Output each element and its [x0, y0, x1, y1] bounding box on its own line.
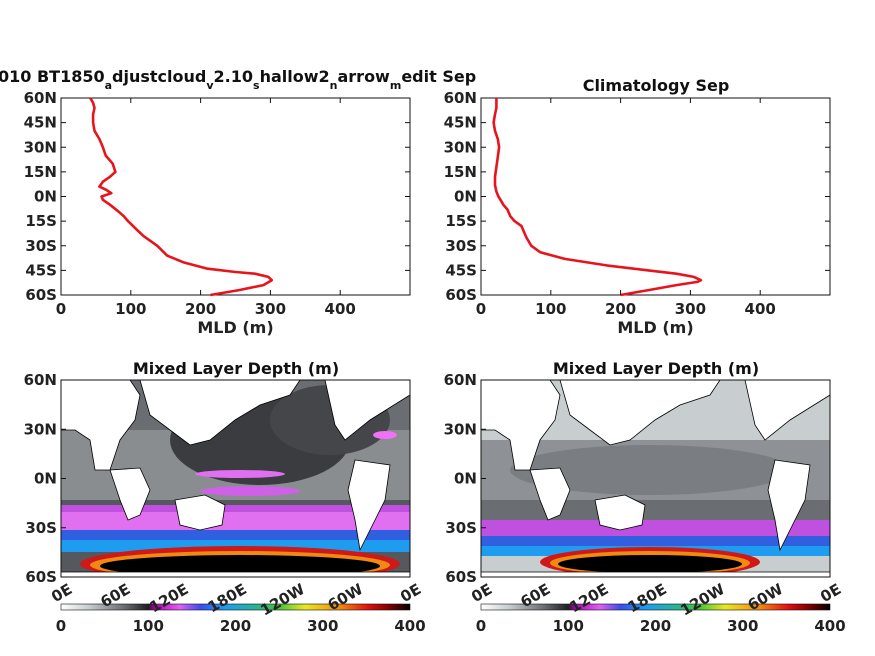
- title-part: v: [206, 79, 214, 92]
- y-tick-label: 30N: [444, 138, 477, 156]
- map-y-tick-label: 60N: [24, 371, 57, 389]
- title-part: arrow: [337, 67, 390, 86]
- map-right-field: [481, 380, 830, 577]
- map-y-tick-label: 30S: [25, 519, 57, 537]
- colorbar-tick-label-left: 200: [220, 617, 251, 635]
- title-part: n: [330, 79, 338, 92]
- colorbar-tick-label-left: 400: [394, 617, 425, 635]
- line-plot-left-axes: [60, 97, 411, 296]
- y-tick-label: 60N: [444, 89, 477, 107]
- map-x-tick-label: 120W: [257, 580, 308, 620]
- colorbar-right: [480, 603, 831, 611]
- line-plot-left-title: 010 BT1850adjustcloudv2.10shallow2narrow…: [0, 67, 476, 92]
- y-tick-label: 60S: [25, 286, 57, 304]
- map-y-tick-label: 60N: [444, 371, 477, 389]
- colorbar-tick-label-left: 0: [56, 617, 66, 635]
- x-tick-label: 200: [185, 300, 216, 318]
- map-x-tick-label: 120E: [567, 580, 612, 616]
- y-tick-label: 15N: [24, 163, 57, 181]
- title-part: hallow2: [260, 67, 330, 86]
- map-x-tick-label: 0E: [397, 580, 424, 606]
- map-y-tick-label: 0N: [454, 470, 477, 488]
- map-x-tick-label: 120E: [147, 580, 192, 616]
- y-tick-label: 30S: [25, 237, 57, 255]
- map-y-tick-label: 30S: [445, 519, 477, 537]
- map-left-field: [61, 380, 410, 577]
- map-y-tick-label: 30N: [444, 420, 477, 438]
- y-tick-label: 15S: [445, 212, 477, 230]
- map-y-tick-label: 30N: [24, 420, 57, 438]
- line-plot-right-axes: [480, 97, 831, 296]
- colorbar-tick-label-right: 200: [640, 617, 671, 635]
- map-x-tick-label: 180E: [625, 580, 670, 616]
- map-x-tick-label: 120W: [677, 580, 728, 620]
- y-tick-label: 30S: [445, 237, 477, 255]
- x-tick-label: 0: [56, 300, 66, 318]
- y-tick-label: 45S: [445, 261, 477, 279]
- y-tick-label: 45S: [25, 261, 57, 279]
- y-tick-label: 60N: [24, 89, 57, 107]
- colorbar-tick-label-left: 300: [307, 617, 338, 635]
- colorbar-tick-label-right: 400: [814, 617, 845, 635]
- colorbar-tick-label-right: 300: [727, 617, 758, 635]
- title-part: a: [105, 79, 112, 92]
- y-tick-label: 15S: [25, 212, 57, 230]
- y-tick-label: 45N: [24, 114, 57, 132]
- y-tick-label: 30N: [24, 138, 57, 156]
- x-axis-label: MLD (m): [197, 318, 273, 337]
- x-tick-label: 300: [675, 300, 706, 318]
- x-tick-label: 100: [115, 300, 146, 318]
- y-tick-label: 15N: [444, 163, 477, 181]
- title-part: 2.10: [214, 67, 253, 86]
- y-tick-label: 45N: [444, 114, 477, 132]
- y-tick-label: 0N: [34, 188, 57, 206]
- title-part: m: [390, 79, 401, 92]
- x-tick-label: 300: [255, 300, 286, 318]
- colorbar-tick-label-right: 100: [553, 617, 584, 635]
- x-axis-label: MLD (m): [617, 318, 693, 337]
- map-left-title: Mixed Layer Depth (m): [133, 359, 339, 378]
- line-plot-right-title: Climatology Sep: [583, 76, 730, 95]
- x-tick-label: 400: [325, 300, 356, 318]
- map-y-tick-label: 0N: [34, 470, 57, 488]
- mld-profile-line-right: [492, 98, 703, 297]
- y-tick-label: 0N: [454, 188, 477, 206]
- map-y-tick-label: 60S: [445, 568, 477, 586]
- x-tick-label: 400: [745, 300, 776, 318]
- colorbar-left: [60, 603, 411, 611]
- x-tick-label: 0: [476, 300, 486, 318]
- title-part: edit Sep: [401, 67, 476, 86]
- x-tick-label: 200: [605, 300, 636, 318]
- x-tick-label: 100: [535, 300, 566, 318]
- map-y-tick-label: 60S: [25, 568, 57, 586]
- title-part: 010 BT1850: [0, 67, 105, 86]
- map-x-tick-label: 180E: [205, 580, 250, 616]
- colorbar-tick-label-left: 100: [133, 617, 164, 635]
- title-part: djustcloud: [112, 67, 206, 86]
- map-x-tick-label: 0E: [817, 580, 844, 606]
- colorbar-tick-label-right: 0: [476, 617, 486, 635]
- mld-profile-line-left: [89, 97, 274, 297]
- title-part: s: [253, 79, 260, 92]
- map-right-title: Mixed Layer Depth (m): [553, 359, 759, 378]
- y-tick-label: 60S: [445, 286, 477, 304]
